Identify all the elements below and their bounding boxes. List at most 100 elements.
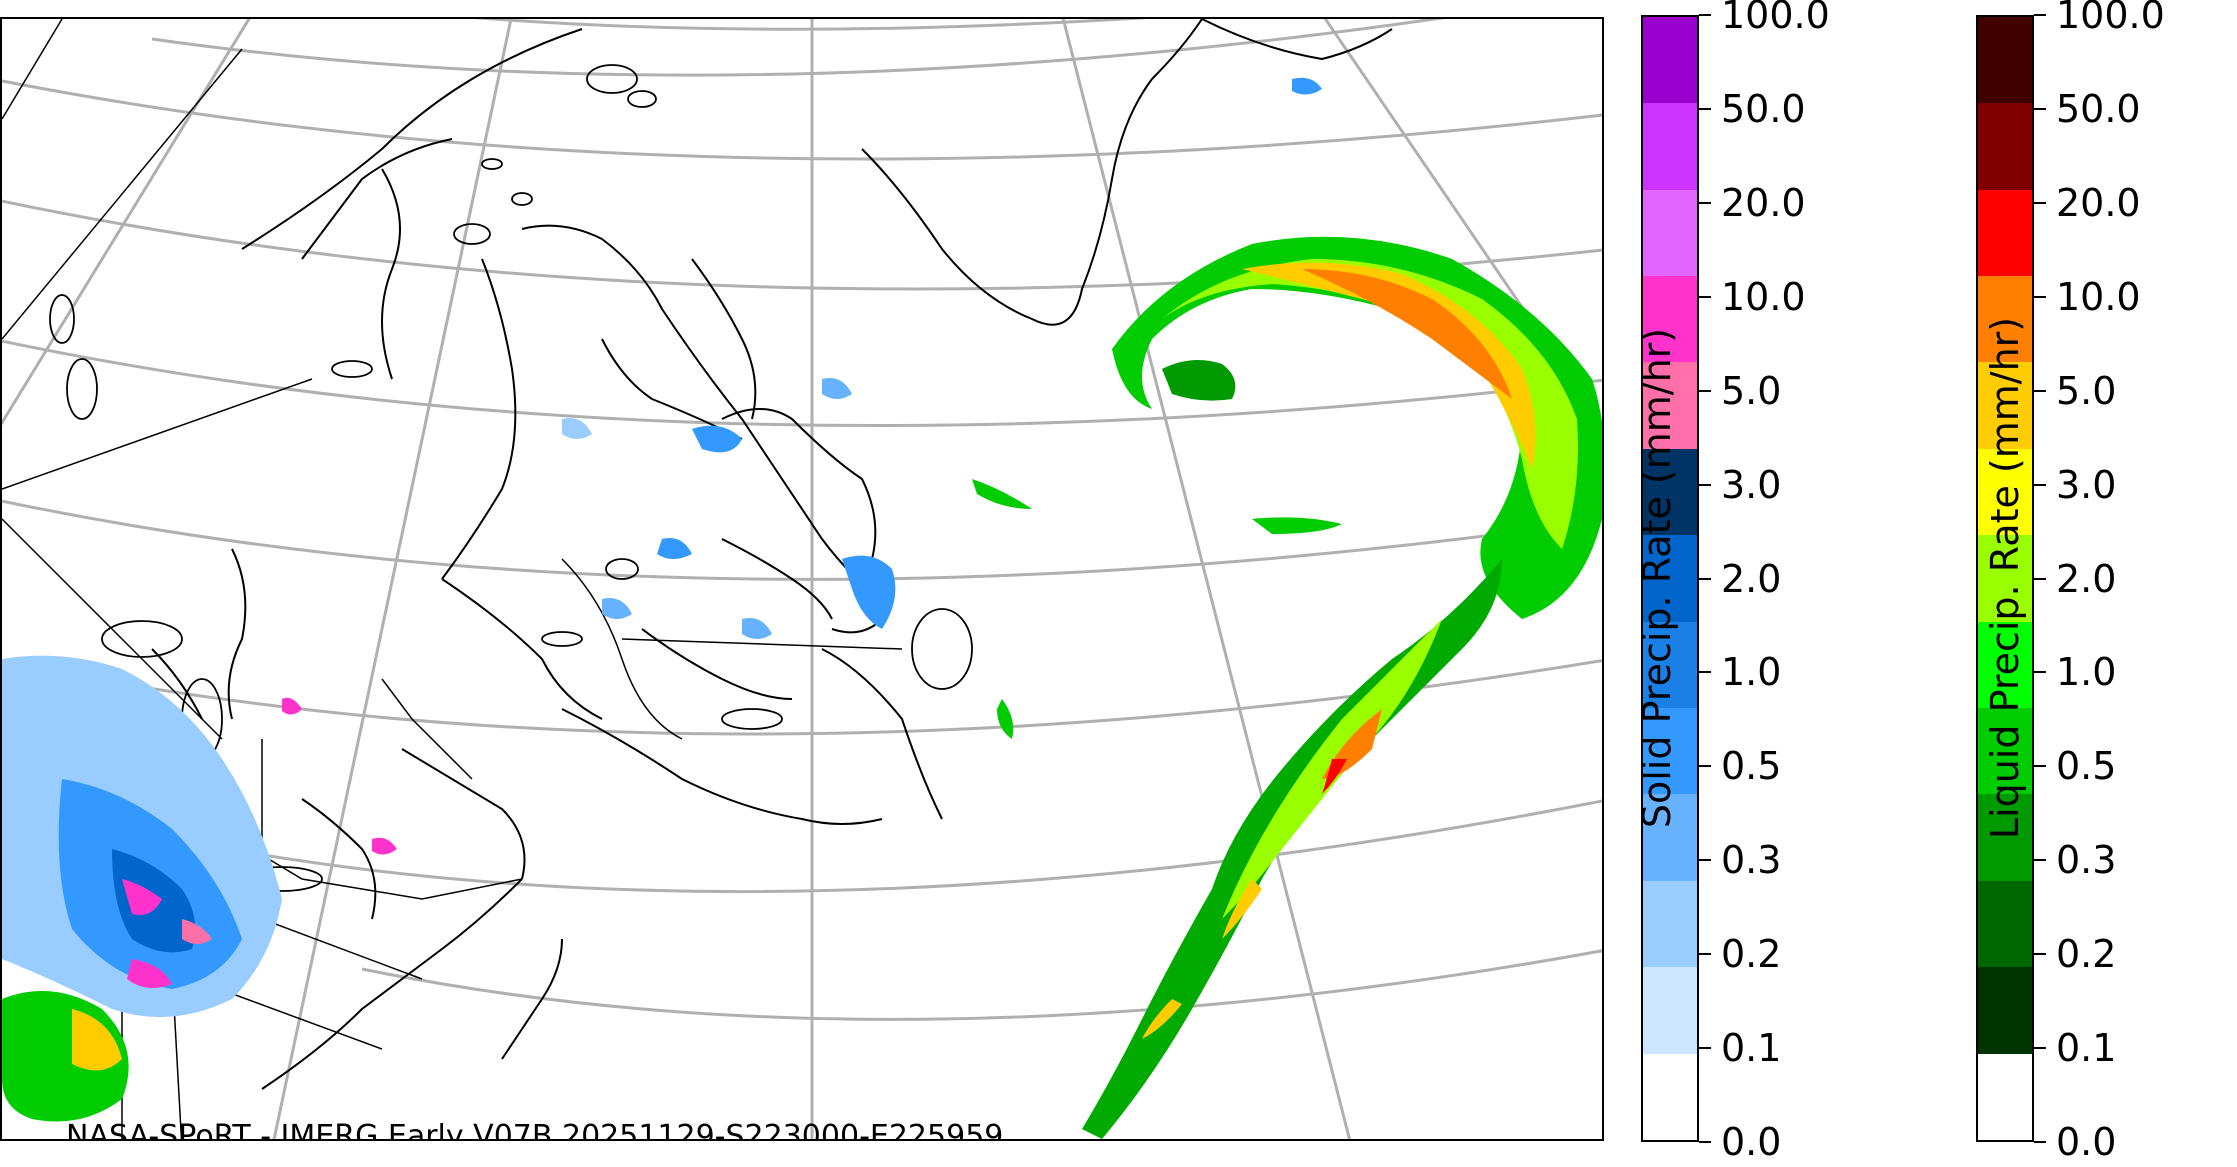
solid-colorbar-segment	[1643, 103, 1697, 190]
liquid-colorbar-tick: 2.0	[2034, 557, 2116, 601]
tick-label: 3.0	[1721, 462, 1782, 507]
solid-colorbar-tick: 0.1	[1699, 1026, 1781, 1070]
solid-colorbar-segment	[1643, 1053, 1697, 1140]
liquid-colorbar-segment	[1978, 967, 2032, 1054]
solid-colorbar-segment	[1643, 880, 1697, 968]
liquid-colorbar-segment	[1978, 535, 2032, 622]
solid-colorbar-segment	[1643, 535, 1697, 622]
tick-label: 50.0	[1721, 86, 1806, 131]
tick-mark	[2034, 859, 2046, 862]
tick-mark	[2034, 1141, 2046, 1143]
tick-mark	[2034, 483, 2046, 486]
solid-colorbar-segment	[1643, 448, 1697, 536]
tick-mark	[1699, 107, 1711, 110]
liquid-colorbar-tick: 0.0	[2034, 1120, 2116, 1164]
solid-colorbar-segment	[1643, 189, 1697, 277]
tick-mark	[1699, 14, 1711, 16]
liquid-colorbar-tick: 5.0	[2034, 369, 2116, 413]
solid-colorbar-segment	[1643, 621, 1697, 709]
solid-colorbar-segment	[1643, 708, 1697, 795]
precipitation-map	[2, 19, 1602, 1139]
solid-colorbar-tick: 3.0	[1699, 463, 1781, 507]
solid-colorbar-segment	[1643, 16, 1697, 104]
liquid-precip-colorbar-title: Liquid Precip. Rate (mm/hr)	[1983, 316, 2028, 840]
liquid-colorbar-tick: 0.5	[2034, 744, 2116, 788]
liquid-colorbar-segment	[1978, 103, 2032, 190]
tick-label: 10.0	[2056, 274, 2141, 319]
solid-colorbar-tick: 0.5	[1699, 744, 1781, 788]
tick-mark	[2034, 295, 2046, 298]
liquid-colorbar-tick: 10.0	[2034, 275, 2141, 319]
liquid-colorbar-tick: 50.0	[2034, 87, 2141, 131]
tick-label: 0.1	[1721, 1026, 1782, 1071]
tick-mark	[1699, 483, 1711, 486]
data-credit-label: NASA-SPoRT - IMERG Early V07B 20251129-S…	[66, 1119, 1004, 1141]
liquid-colorbar-segment	[1978, 276, 2032, 363]
liquid-colorbar-segment	[1978, 708, 2032, 795]
liquid-colorbar-tick: 0.2	[2034, 932, 2116, 976]
tick-label: 0.0	[2056, 1120, 2117, 1164]
tick-mark	[1699, 859, 1711, 862]
tick-mark	[2034, 107, 2046, 110]
tick-label: 0.5	[2056, 744, 2117, 789]
liquid-colorbar-tick: 3.0	[2034, 463, 2116, 507]
solid-colorbar-tick: 50.0	[1699, 87, 1806, 131]
tick-mark	[1699, 671, 1711, 674]
liquid-colorbar-segment	[1978, 362, 2032, 449]
tick-label: 5.0	[2056, 368, 2117, 413]
liquid-colorbar-tick: 1.0	[2034, 650, 2116, 694]
tick-label: 0.0	[1721, 1120, 1782, 1164]
solid-colorbar-tick: 2.0	[1699, 557, 1781, 601]
solid-precip-colorbar	[1641, 15, 1699, 1142]
solid-colorbar-segment	[1643, 362, 1697, 449]
tick-label: 3.0	[2056, 462, 2117, 507]
tick-mark	[2034, 389, 2046, 392]
tick-label: 0.3	[2056, 838, 2117, 883]
tick-mark	[1699, 1047, 1711, 1050]
solid-colorbar-tick: 1.0	[1699, 650, 1781, 694]
tick-label: 50.0	[2056, 86, 2141, 131]
tick-label: 100.0	[2056, 0, 2165, 37]
tick-label: 0.3	[1721, 838, 1782, 883]
tick-mark	[1699, 201, 1711, 204]
solid-colorbar-segment	[1643, 794, 1697, 881]
liquid-colorbar-segment	[1978, 16, 2032, 104]
liquid-colorbar-segment	[1978, 880, 2032, 968]
tick-label: 0.5	[1721, 744, 1782, 789]
tick-label: 0.2	[2056, 932, 2117, 977]
liquid-colorbar-segment	[1978, 448, 2032, 536]
liquid-precip-band	[972, 236, 1602, 1139]
tick-mark	[2034, 671, 2046, 674]
solid-colorbar-tick: 100.0	[1699, 0, 1830, 37]
tick-mark	[2034, 14, 2046, 16]
tick-mark	[1699, 389, 1711, 392]
tick-mark	[2034, 953, 2046, 956]
liquid-colorbar-tick: 20.0	[2034, 181, 2141, 225]
map-panel[interactable]: NASA-SPoRT - IMERG Early V07B 20251129-S…	[0, 17, 1604, 1141]
tick-label: 20.0	[2056, 180, 2141, 225]
tick-label: 20.0	[1721, 180, 1806, 225]
liquid-colorbar-segment	[1978, 621, 2032, 709]
liquid-precip-colorbar	[1976, 15, 2034, 1142]
solid-colorbar-tick: 0.2	[1699, 932, 1781, 976]
tick-mark	[2034, 577, 2046, 580]
tick-mark	[1699, 765, 1711, 768]
solid-colorbar-segment	[1643, 276, 1697, 363]
solid-colorbar-segment	[1643, 967, 1697, 1054]
solid-colorbar-tick: 0.0	[1699, 1120, 1781, 1164]
tick-mark	[2034, 201, 2046, 204]
liquid-colorbar-tick: 0.1	[2034, 1026, 2116, 1070]
liquid-colorbar-tick: 100.0	[2034, 0, 2165, 37]
tick-label: 1.0	[2056, 650, 2117, 695]
liquid-colorbar-segment	[1978, 189, 2032, 277]
tick-mark	[1699, 577, 1711, 580]
tick-label: 100.0	[1721, 0, 1830, 37]
tick-label: 10.0	[1721, 274, 1806, 319]
tick-mark	[1699, 295, 1711, 298]
liquid-colorbar-segment	[1978, 1053, 2032, 1140]
solid-precip-colorbar-title: Solid Precip. Rate (mm/hr)	[1635, 327, 1680, 829]
solid-colorbar-tick: 0.3	[1699, 838, 1781, 882]
tick-mark	[2034, 1047, 2046, 1050]
solid-colorbar-tick: 10.0	[1699, 275, 1806, 319]
latitude-gridlines	[2, 19, 1602, 1021]
